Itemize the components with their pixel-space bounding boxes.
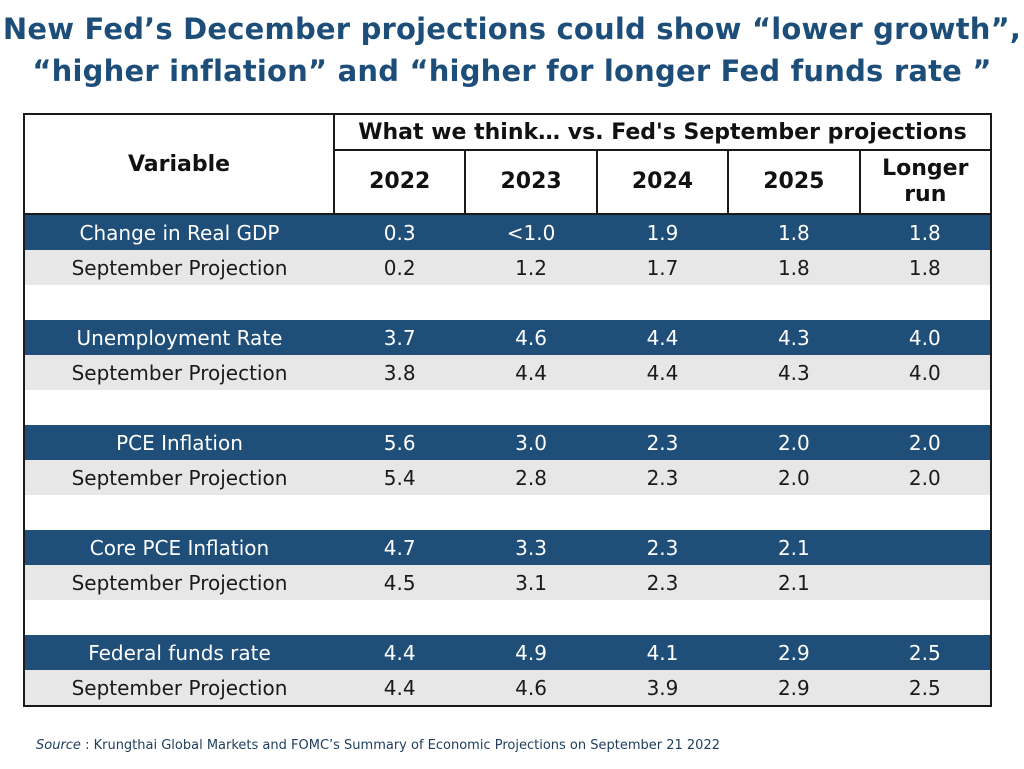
value-cell: 5.4 [334,460,466,495]
spacer-row [24,495,991,530]
value-cell: 4.0 [859,355,991,390]
spacer-row [24,600,991,635]
row-label: September Projection [24,565,334,600]
table-row-september-projection: September Projection 5.4 2.8 2.3 2.0 2.0 [24,460,991,495]
spacer-cell [24,600,991,635]
value-cell: 4.6 [465,320,597,355]
value-cell: 4.4 [596,355,729,390]
variable-header: Variable [23,113,335,215]
value-cell: 3.0 [465,425,597,460]
spacer-row [24,390,991,425]
value-cell: 0.2 [334,250,466,285]
value-cell: 1.8 [728,214,860,250]
value-cell: 4.4 [596,320,729,355]
column-header-longer-run: Longer run [858,149,993,215]
row-label: PCE Inflation [24,425,334,460]
value-cell: 2.3 [596,530,729,565]
value-cell: 3.8 [334,355,466,390]
spacer-cell [24,285,991,320]
table-body: Change in Real GDP 0.3 <1.0 1.9 1.8 1.8 Septem… [24,214,991,706]
table-row-september-projection: September Projection 4.4 4.6 3.9 2.9 2.5 [24,670,991,706]
source-label: Source [36,738,81,753]
value-cell: 2.1 [728,530,860,565]
table-row-estimate: PCE Inflation 5.6 3.0 2.3 2.0 2.0 [24,425,991,460]
value-cell: 2.0 [728,425,860,460]
row-label: Federal funds rate [24,635,334,670]
value-cell: 2.0 [859,425,991,460]
value-cell: 1.8 [859,250,991,285]
value-cell: 2.9 [728,670,860,706]
row-label: September Projection [24,250,334,285]
projections-table: Variable What we think… vs. Fed's Septem… [23,113,993,707]
value-cell: 4.4 [334,635,466,670]
value-cell: 2.3 [596,565,729,600]
value-cell: 3.1 [465,565,597,600]
column-header-2024: 2024 [595,149,730,215]
table-row-estimate: Federal funds rate 4.4 4.9 4.1 2.9 2.5 [24,635,991,670]
value-cell: 4.3 [728,355,860,390]
value-cell: 2.5 [859,670,991,706]
page-title: New Fed’s December projections could sho… [0,8,1024,92]
value-cell: 2.3 [596,425,729,460]
row-label: Change in Real GDP [24,214,334,250]
table-row-september-projection: September Projection 4.5 3.1 2.3 2.1 [24,565,991,600]
spacer-cell [24,495,991,530]
value-cell: 4.1 [596,635,729,670]
value-cell: 2.3 [596,460,729,495]
group-header: What we think… vs. Fed's September proje… [333,113,992,151]
column-header-2022: 2022 [332,149,467,215]
value-cell [859,565,991,600]
value-cell: 1.7 [596,250,729,285]
table-row-september-projection: September Projection 3.8 4.4 4.4 4.3 4.0 [24,355,991,390]
source-text: : Krungthai Global Markets and FOMC’s Su… [80,738,720,753]
value-cell: 2.5 [859,635,991,670]
value-cell: 4.6 [465,670,597,706]
value-cell: 4.4 [465,355,597,390]
value-cell: 4.3 [728,320,860,355]
table-row-estimate: Change in Real GDP 0.3 <1.0 1.9 1.8 1.8 [24,214,991,250]
value-cell: 3.3 [465,530,597,565]
table-row-september-projection: September Projection 0.2 1.2 1.7 1.8 1.8 [24,250,991,285]
value-cell: 4.4 [334,670,466,706]
title-line-2: “higher inflation” and “higher for longe… [32,54,992,88]
value-cell: 4.7 [334,530,466,565]
value-cell: 2.1 [728,565,860,600]
source-note: Source : Krungthai Global Markets and FO… [36,738,720,753]
value-cell: 3.9 [596,670,729,706]
value-cell: 3.7 [334,320,466,355]
spacer-cell [24,390,991,425]
column-header-2025: 2025 [727,149,861,215]
spacer-row [24,285,991,320]
value-cell: 1.8 [728,250,860,285]
table-row-estimate: Unemployment Rate 3.7 4.6 4.4 4.3 4.0 [24,320,991,355]
value-cell [859,530,991,565]
row-label: September Projection [24,670,334,706]
value-cell: 2.9 [728,635,860,670]
row-label: September Projection [24,355,334,390]
value-cell: 5.6 [334,425,466,460]
value-cell: 2.0 [859,460,991,495]
row-label: Core PCE Inflation [24,530,334,565]
title-line-1: New Fed’s December projections could sho… [2,12,1022,46]
table-header: Variable What we think… vs. Fed's Septem… [23,113,993,215]
row-label: Unemployment Rate [24,320,334,355]
value-cell: 4.9 [465,635,597,670]
value-cell: <1.0 [465,214,597,250]
value-cell: 1.8 [859,214,991,250]
value-cell: 4.0 [859,320,991,355]
table-row-estimate: Core PCE Inflation 4.7 3.3 2.3 2.1 [24,530,991,565]
value-cell: 2.8 [465,460,597,495]
value-cell: 1.9 [596,214,729,250]
value-cell: 0.3 [334,214,466,250]
value-cell: 2.0 [728,460,860,495]
row-label: September Projection [24,460,334,495]
value-cell: 1.2 [465,250,597,285]
column-header-2023: 2023 [464,149,598,215]
value-cell: 4.5 [334,565,466,600]
